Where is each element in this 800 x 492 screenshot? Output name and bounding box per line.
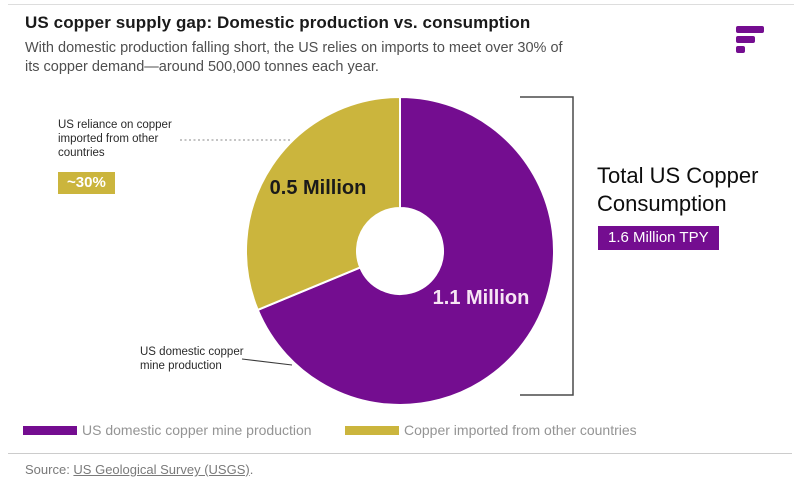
legend-swatch-imported-yellow <box>345 425 399 435</box>
legend-label-imported: Copper imported from other countries <box>404 422 637 438</box>
total-consumption-label: Total US Copper Consumption <box>597 163 759 216</box>
logo-bar-middle <box>736 36 755 43</box>
top-divider <box>8 4 794 5</box>
chart-title: US copper supply gap: Domestic productio… <box>25 13 531 32</box>
logo-bar-bottom <box>736 46 745 53</box>
chart-subtitle: With domestic production falling short, … <box>25 40 563 76</box>
import-share-badge: ~30% <box>58 172 115 194</box>
slice-label-domestic-production: 1.1 Million <box>432 287 530 309</box>
source-suffix: . <box>249 462 254 477</box>
source-prefix: Source: <box>25 462 74 477</box>
source-divider <box>8 453 792 454</box>
legend-swatch-domestic-purple <box>23 425 77 435</box>
import-reliance-annotation: US reliance on copper imported from othe… <box>58 119 172 159</box>
source-link[interactable]: US Geological Survey (USGS) <box>73 462 250 477</box>
total-consumption-badge: 1.6 Million TPY <box>598 226 719 250</box>
source-line: Source: US Geological Survey (USGS). <box>25 462 253 477</box>
logo-bar-top <box>736 26 764 33</box>
donut-slice-1 <box>245 95 401 312</box>
legend-item-imported: Copper imported from other countries <box>345 421 637 439</box>
brand-logo-icon <box>736 26 764 56</box>
total-consumption-bracket <box>520 96 574 396</box>
slice-label-imported-copper: 0.5 Million <box>269 177 367 199</box>
donut-slice-0 <box>256 95 555 406</box>
domestic-production-annotation: US domestic copper mine production <box>140 346 244 372</box>
legend-item-domestic: US domestic copper mine production <box>23 421 312 439</box>
donut-slices <box>245 95 555 406</box>
legend-label-domestic: US domestic copper mine production <box>82 422 312 438</box>
domestic-annotation-connector-line <box>241 358 293 366</box>
